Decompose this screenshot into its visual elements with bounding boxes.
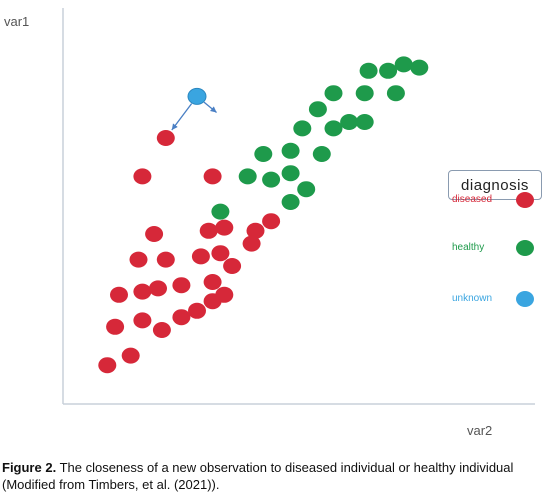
point-diseased-6 — [172, 309, 191, 326]
point-diseased-19 — [223, 258, 242, 274]
point-diseased-7 — [188, 302, 206, 319]
point-diseased-12 — [172, 277, 191, 294]
legend-item-healthy: healthy — [440, 238, 555, 262]
point-healthy-17 — [386, 85, 405, 102]
point-diseased-11 — [149, 280, 167, 297]
point-unknown-1 — [187, 87, 207, 105]
point-healthy-19 — [379, 62, 398, 79]
point-diseased-24 — [262, 213, 281, 230]
caption-label: Figure 2. — [2, 460, 57, 475]
point-diseased-5 — [152, 322, 171, 338]
legend-item-diseased: diseased — [440, 190, 555, 214]
point-diseased-26 — [133, 168, 152, 185]
point-diseased-9 — [110, 286, 128, 303]
point-diseased-16 — [156, 251, 175, 268]
legend-title: diagnosis — [448, 170, 542, 200]
legend-swatch-unknown — [516, 291, 534, 307]
legend-swatch-healthy — [516, 240, 534, 256]
point-healthy-12 — [308, 101, 327, 118]
point-diseased-2 — [121, 347, 140, 364]
point-healthy-14 — [355, 114, 374, 130]
point-healthy-10 — [293, 120, 312, 137]
arrow-2 — [203, 101, 217, 113]
point-healthy-6 — [297, 181, 316, 198]
point-healthy-13 — [340, 114, 359, 130]
point-diseased-20 — [145, 226, 164, 242]
point-healthy-16 — [355, 85, 374, 102]
legend-item-unknown: unknown — [440, 289, 555, 313]
point-healthy-18 — [359, 62, 378, 79]
point-diseased-22 — [215, 219, 234, 236]
point-diseased-28 — [156, 130, 175, 146]
point-diseased-25 — [242, 235, 261, 252]
legend-label-healthy: healthy — [452, 242, 485, 253]
point-diseased-13 — [203, 274, 222, 290]
annotation-arrows — [171, 101, 217, 131]
y-axis-label: var1 — [4, 14, 30, 29]
legend-label-diseased: diseased — [452, 194, 493, 205]
point-diseased-14 — [215, 286, 234, 303]
point-diseased-21 — [199, 222, 218, 239]
point-healthy-1 — [211, 203, 230, 220]
point-healthy-2 — [238, 168, 257, 185]
point-healthy-11 — [324, 120, 343, 137]
caption-text: The closeness of a new observation to di… — [2, 460, 514, 492]
point-diseased-4 — [133, 312, 152, 329]
legend-swatch-diseased — [516, 192, 534, 208]
scatter-plot — [62, 8, 535, 405]
point-diseased-27 — [203, 168, 222, 185]
point-diseased-10 — [133, 283, 152, 300]
point-healthy-4 — [281, 165, 300, 182]
point-healthy-21 — [410, 59, 429, 76]
figure-caption: Figure 2. The closeness of a new observa… — [2, 459, 558, 493]
point-diseased-18 — [211, 245, 230, 262]
legend: diagnosis diseased healthy unknown — [440, 170, 555, 320]
point-healthy-5 — [281, 194, 300, 210]
data-points — [98, 56, 429, 374]
point-diseased-1 — [98, 357, 117, 374]
point-healthy-8 — [281, 142, 300, 159]
point-healthy-15 — [324, 85, 343, 102]
point-healthy-9 — [312, 146, 331, 162]
point-diseased-3 — [106, 318, 125, 335]
legend-label-unknown: unknown — [452, 293, 493, 304]
point-diseased-17 — [191, 248, 210, 265]
point-healthy-20 — [394, 56, 413, 73]
x-axis-label: var2 — [467, 423, 493, 438]
point-healthy-7 — [254, 146, 273, 162]
point-diseased-23 — [246, 222, 265, 239]
arrow-1 — [171, 103, 193, 131]
point-healthy-3 — [262, 171, 281, 188]
point-diseased-15 — [129, 251, 148, 268]
